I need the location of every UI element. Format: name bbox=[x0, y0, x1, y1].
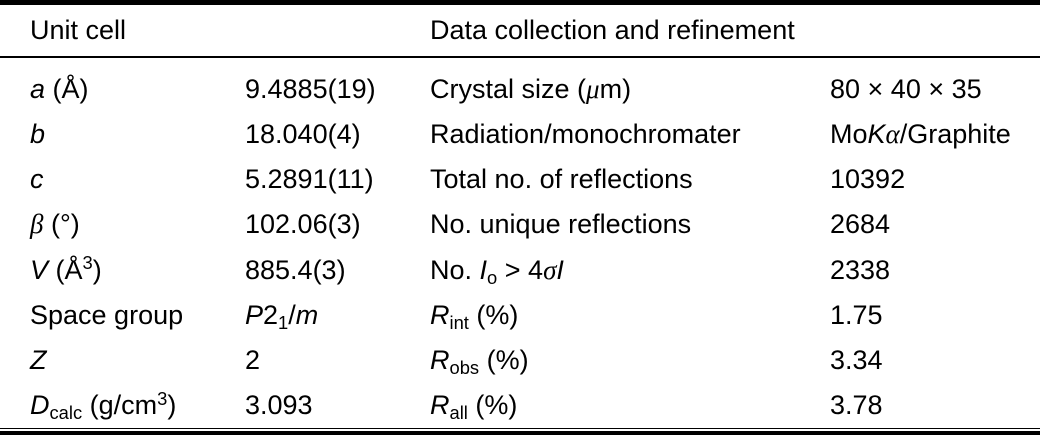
unit-cell-parameter-value: 5.2891(11) bbox=[245, 164, 374, 195]
table-row: b 18.040(4) Radiation/monochromater MoKα… bbox=[0, 112, 1040, 157]
bottom-rule bbox=[0, 428, 1040, 435]
refinement-parameter-value: 2338 bbox=[830, 254, 891, 285]
refinement-parameter-value: MoKα/Graphite bbox=[830, 119, 1011, 150]
table-row: V (Å3) 885.4(3) No. Io > 4σI 2338 bbox=[0, 248, 1040, 293]
unit-cell-parameter-label: b bbox=[30, 119, 46, 150]
header-unit-cell: Unit cell bbox=[30, 15, 127, 45]
unit-cell-parameter-value: 102.06(3) bbox=[245, 209, 361, 240]
refinement-parameter-label: Rall (%) bbox=[430, 389, 518, 424]
unit-cell-parameter-value: 18.040(4) bbox=[245, 119, 361, 150]
unit-cell-parameter-value: 2 bbox=[245, 344, 261, 375]
table-row: a (Å) 9.4885(19) Crystal size (μm) 80 × … bbox=[0, 67, 1040, 112]
refinement-parameter-label: Crystal size (μm) bbox=[430, 74, 632, 105]
table-header-row: Unit cell Data collection and refinement bbox=[0, 5, 1040, 56]
unit-cell-parameter-label: Dcalc (g/cm3) bbox=[30, 387, 177, 424]
unit-cell-parameter-label: c bbox=[30, 164, 44, 195]
unit-cell-parameter-value: 3.093 bbox=[245, 389, 313, 420]
unit-cell-parameter-value: 9.4885(19) bbox=[245, 74, 376, 105]
table-row: Z 2 Robs (%) 3.34 bbox=[0, 338, 1040, 383]
unit-cell-parameter-value: 885.4(3) bbox=[245, 254, 346, 285]
refinement-parameter-value: 80 × 40 × 35 bbox=[830, 74, 982, 105]
refinement-parameter-value: 1.75 bbox=[830, 299, 883, 330]
table-row: Space group P21/m Rint (%) 1.75 bbox=[0, 293, 1040, 338]
unit-cell-parameter-label: β (°) bbox=[30, 209, 80, 240]
refinement-parameter-value: 3.78 bbox=[830, 389, 883, 420]
table-row: c 5.2891(11) Total no. of reflections 10… bbox=[0, 157, 1040, 202]
refinement-parameter-value: 3.34 bbox=[830, 344, 883, 375]
refinement-parameter-value: 10392 bbox=[830, 164, 906, 195]
table-row: β (°) 102.06(3) No. unique reflections 2… bbox=[0, 202, 1040, 247]
table-body: a (Å) 9.4885(19) Crystal size (μm) 80 × … bbox=[0, 58, 1040, 428]
header-separator-rule bbox=[0, 56, 1040, 58]
header-data-collection: Data collection and refinement bbox=[430, 15, 795, 45]
unit-cell-parameter-label: a (Å) bbox=[30, 74, 89, 105]
refinement-parameter-value: 2684 bbox=[830, 209, 891, 240]
table-row: Dcalc (g/cm3) 3.093 Rall (%) 3.78 bbox=[0, 383, 1040, 428]
refinement-parameter-label: No. Io > 4σI bbox=[430, 254, 564, 288]
unit-cell-parameter-label: Z bbox=[30, 344, 47, 375]
refinement-parameter-label: Radiation/monochromater bbox=[430, 119, 741, 150]
refinement-parameter-label: Rint (%) bbox=[430, 299, 519, 333]
refinement-parameter-label: Total no. of reflections bbox=[430, 164, 693, 195]
bottom-rule-thick bbox=[0, 431, 1040, 435]
top-rule bbox=[0, 0, 1040, 5]
unit-cell-parameter-label: Space group bbox=[30, 299, 184, 330]
unit-cell-parameter-label: V (Å3) bbox=[30, 252, 102, 285]
refinement-parameter-label: No. unique reflections bbox=[430, 209, 692, 240]
refinement-parameter-label: Robs (%) bbox=[430, 344, 529, 378]
unit-cell-parameter-value: P21/m bbox=[245, 299, 319, 333]
